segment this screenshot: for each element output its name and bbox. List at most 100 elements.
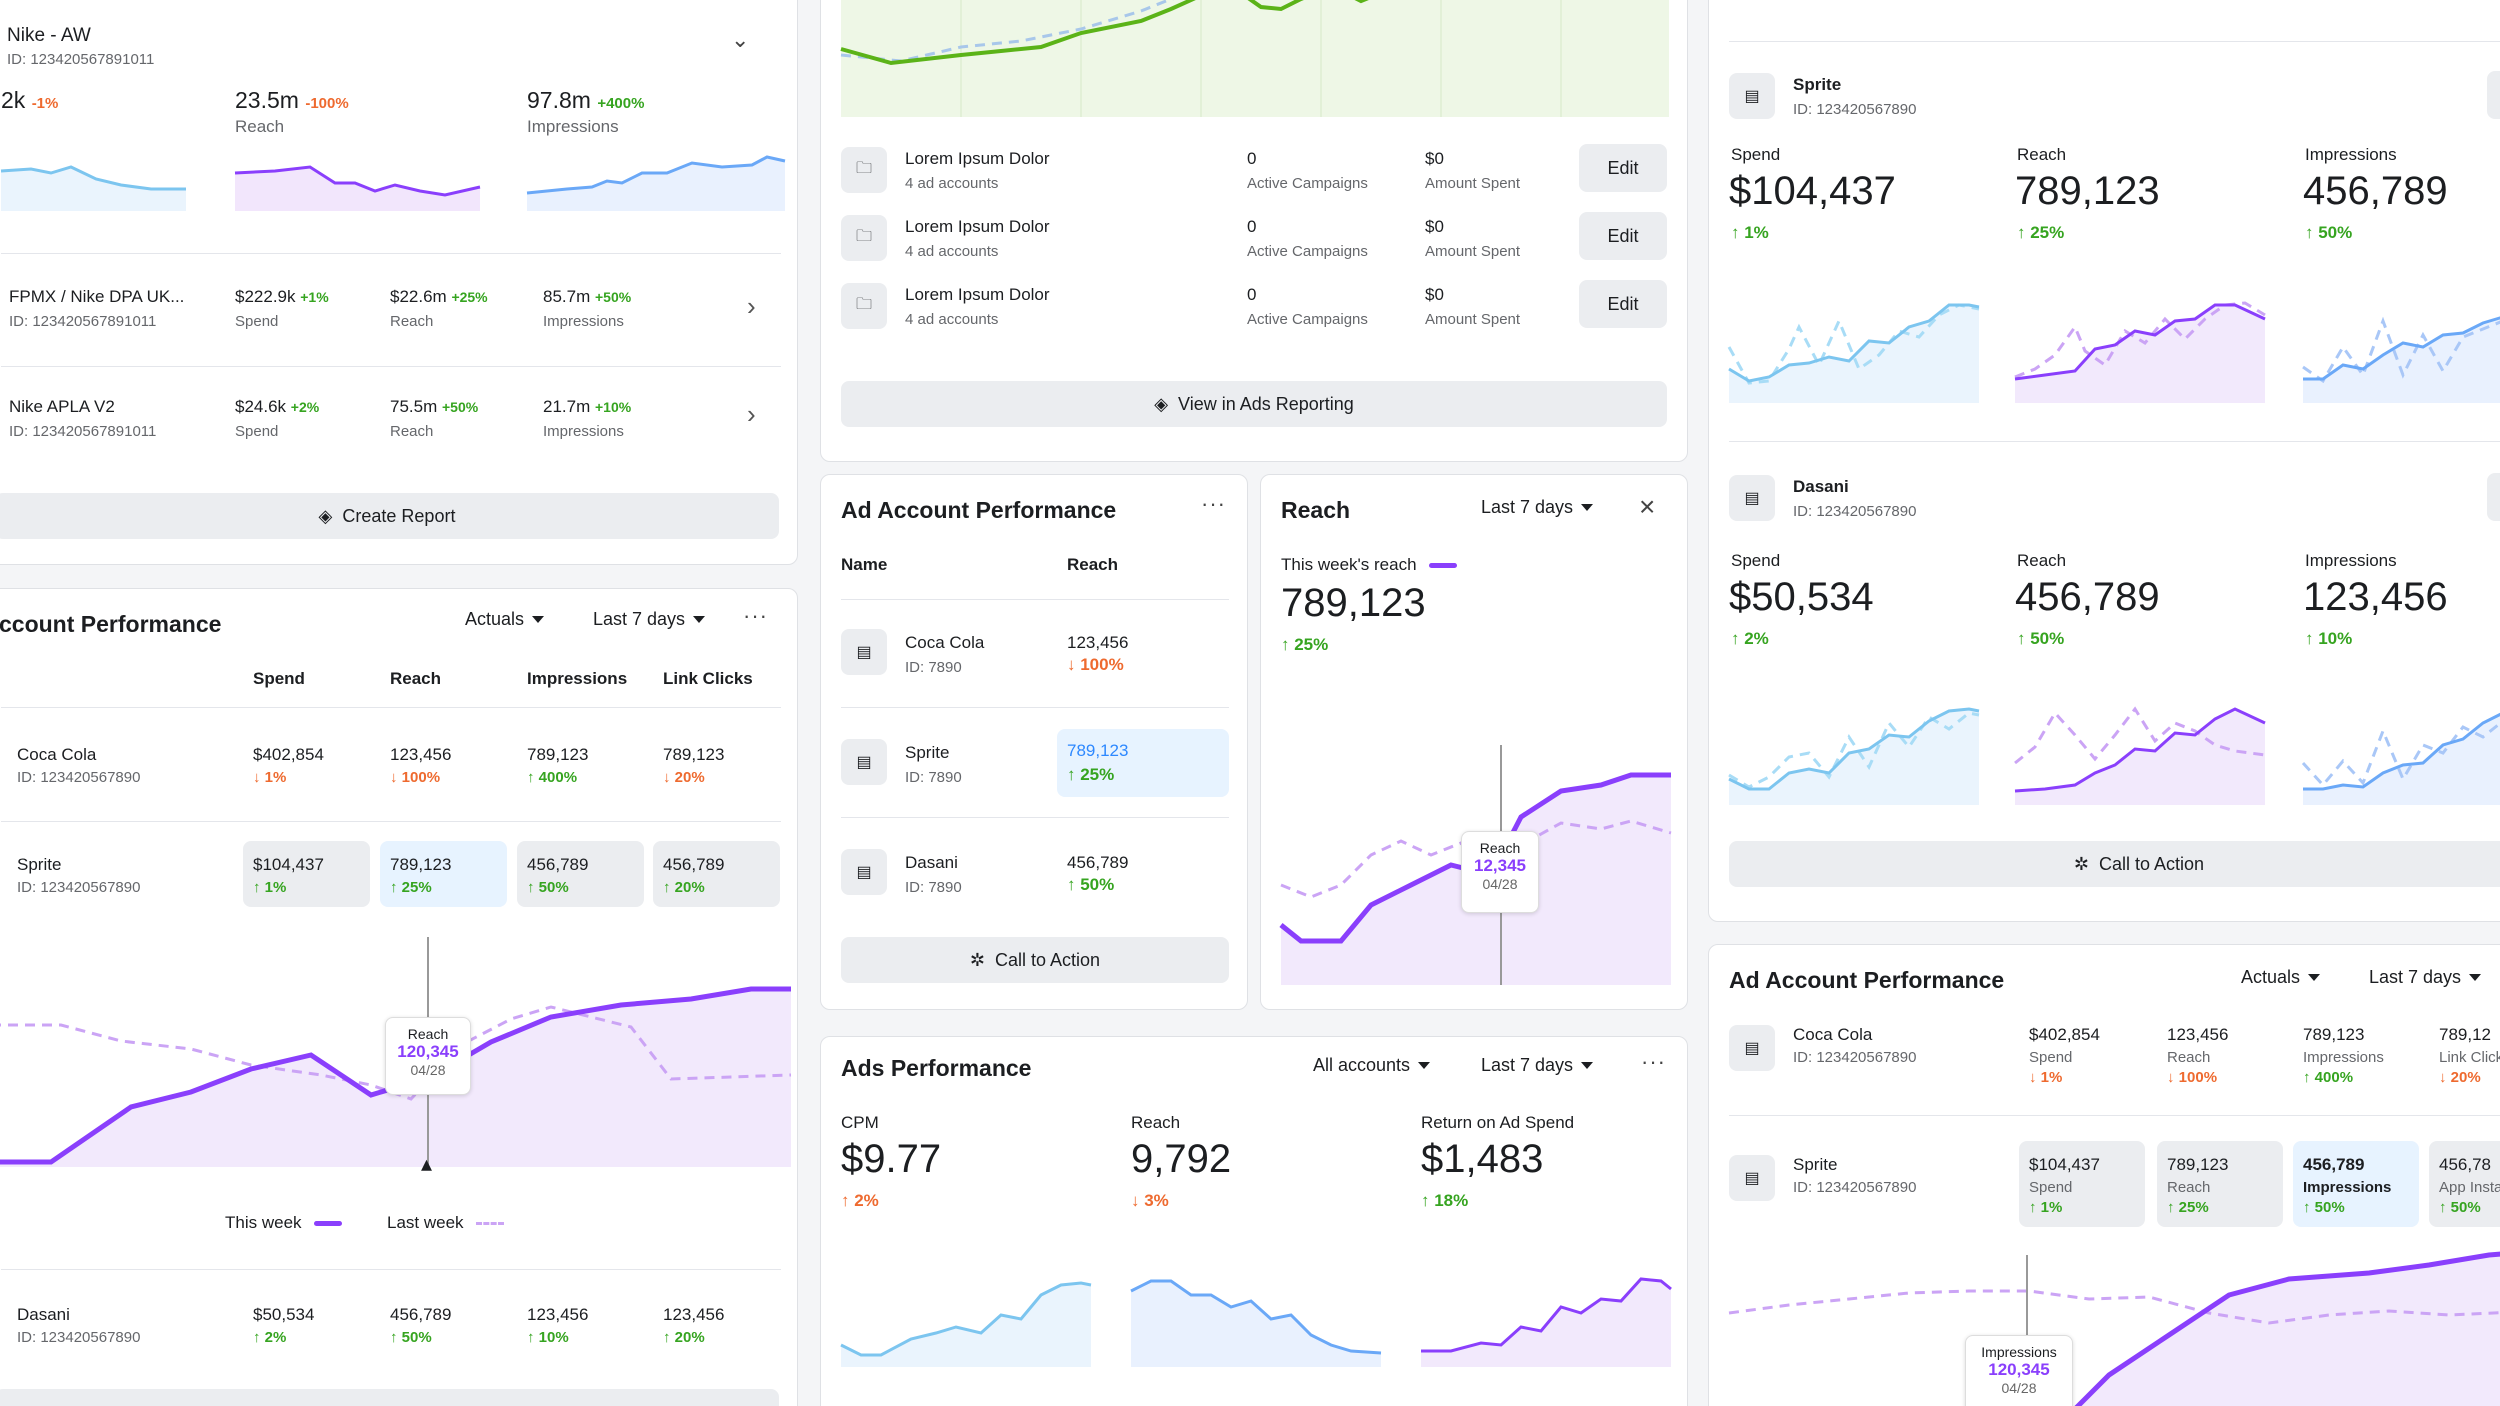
account-id: ID: 123420567891011 [7,51,155,68]
actuals-dropdown[interactable]: Actuals [465,609,545,630]
date-range-dropdown[interactable]: Last 7 days [1481,497,1594,518]
metric-value: $50,534 [1729,575,1874,619]
row-reach: 123,456 [1067,633,1129,652]
campaign-impressions-label: Impressions [543,313,624,330]
metric-chip-spend[interactable] [2019,1141,2145,1227]
account-name[interactable]: Sprite [1793,75,1842,94]
row-name[interactable]: Coca Cola [905,633,985,652]
row-name[interactable]: Sprite [905,743,950,762]
folder-name[interactable]: Lorem Ipsum Dolor [905,149,1050,168]
row-name[interactable]: Dasani [905,853,958,872]
metric-delta: ↑ 2% [1731,629,1769,648]
cell-value: $402,854 [253,745,324,764]
metric-chip-reach[interactable] [380,841,507,907]
reach-sparkline [2014,301,2266,403]
caret-down-icon [1581,504,1594,511]
metric-chip-impressions[interactable] [2293,1141,2419,1227]
row-delta: ↑ 50% [1067,875,1115,894]
active-campaigns-value: 0 [1247,217,1257,236]
edit-button[interactable]: Edit [1579,144,1667,192]
metric-chip-impressions[interactable] [517,841,644,907]
sparkline-spend [0,165,186,211]
cell-delta: ↑ 10% [527,1329,569,1346]
more-options-icon[interactable]: ··· [1201,491,1226,516]
folder-sub: 4 ad accounts [905,175,999,192]
row-name[interactable]: Sprite [17,855,62,874]
row-id: ID: 7890 [905,769,962,786]
ad-account-icon: ▤ [1729,73,1775,119]
campaign-id: ID: 123420567891011 [9,313,157,330]
call-to-action-button[interactable]: ✲ Call to Action [1729,841,2500,887]
close-icon[interactable]: × [1639,491,1656,522]
amount-spent-value: $0 [1425,217,1444,236]
campaign-reach-delta: +50% [441,399,479,415]
folder-name[interactable]: Lorem Ipsum Dolor [905,217,1050,236]
campaign-spend-label: Spend [235,423,279,440]
row-name[interactable]: Dasani [17,1305,70,1324]
cell-label: Spend [2029,1049,2073,1066]
folder-sub: 4 ad accounts [905,243,999,260]
cell-label: Reach [2167,1049,2211,1066]
metric-chip-spend[interactable] [243,841,370,907]
amount-spent-label: Amount Spent [1425,311,1521,328]
row-name[interactable]: Coca Cola [1793,1025,1873,1044]
active-campaigns-value: 0 [1247,285,1257,304]
metric-chip-reach[interactable] [2157,1141,2283,1227]
caret-down-icon [1418,1062,1431,1069]
legend-this-week: This week [225,1213,343,1233]
create-report-button[interactable]: ◈ Create Report [0,493,779,539]
metric-value: $104,437 [1729,169,1896,213]
call-to-action-button[interactable]: ✲ Call to Action [841,937,1229,983]
ad-account-icon: ▤ [1729,1155,1775,1201]
edit-button[interactable]: Edit [1579,212,1667,260]
ad-account-performance-right: Ad Account Performance Actuals Last 7 da… [1708,944,2500,1406]
metric-label: Reach [2017,145,2067,164]
campaign-spend: $222.9k [235,287,296,306]
account-summary-card: Nike - AW ID: 123420567891011 ⌄ 2k -1% 2… [0,0,798,565]
folder-name[interactable]: Lorem Ipsum Dolor [905,285,1050,304]
metric-delta: ↑ 2% [841,1191,879,1210]
cell-delta: ↑ 20% [663,1329,705,1346]
cell-value: 789,123 [2303,1025,2365,1044]
account-name[interactable]: Dasani [1793,477,1849,496]
reach-value: 789,123 [1281,581,1426,625]
accounts-dropdown[interactable]: All accounts [1313,1055,1431,1076]
reach-chip-selected[interactable] [1057,729,1229,797]
metric-chip-link-clicks[interactable] [653,841,780,907]
more-options-icon[interactable]: ··· [1641,1049,1666,1074]
chevron-right-icon[interactable]: › [747,399,756,429]
metric-chip-app-installs[interactable] [2429,1141,2500,1227]
edit-button[interactable] [2487,473,2500,521]
metric-delta: ↑ 50% [2305,223,2353,242]
metric-delta: ↑ 1% [1731,223,1769,242]
date-range-dropdown[interactable]: Last 7 days [1481,1055,1594,1076]
more-options-icon[interactable]: ··· [743,603,768,628]
row-id: ID: 7890 [905,879,962,896]
actuals-dropdown[interactable]: Actuals [2241,967,2321,988]
metric-delta: ↑ 18% [1421,1191,1469,1210]
row-name[interactable]: Coca Cola [17,745,97,764]
reach-card: Reach Last 7 days × This week's reach 78… [1260,474,1688,1010]
edit-button[interactable]: Edit [1579,280,1667,328]
cell-value: 789,123 [663,745,725,764]
cell-delta: ↑ 25% [2167,1199,2209,1216]
metric-label: Impressions [2305,145,2397,164]
card-title: ccount Performance [0,611,222,637]
date-range-dropdown[interactable]: Last 7 days [2369,967,2482,988]
sparkline-reach [234,165,481,211]
view-in-ads-reporting-button[interactable]: ◈ View in Ads Reporting [841,381,1667,427]
date-range-dropdown[interactable]: Last 7 days [593,609,706,630]
metric-label: Return on Ad Spend [1421,1113,1575,1132]
chevron-right-icon[interactable]: › [747,291,756,321]
edit-button[interactable] [2487,71,2500,119]
spend-sparkline [1727,303,1980,403]
campaign-name[interactable]: Nike APLA V2 [9,397,115,416]
cell-delta: ↑ 50% [390,1329,432,1346]
column-header: Reach [390,669,442,688]
row-name[interactable]: Sprite [1793,1155,1838,1174]
cell-delta: ↑ 1% [253,879,287,896]
chevron-down-icon[interactable]: ⌄ [731,27,750,52]
campaign-name[interactable]: FPMX / Nike DPA UK... [9,287,185,306]
cell-value: 789,123 [390,855,452,874]
call-to-action-button[interactable] [0,1389,779,1406]
